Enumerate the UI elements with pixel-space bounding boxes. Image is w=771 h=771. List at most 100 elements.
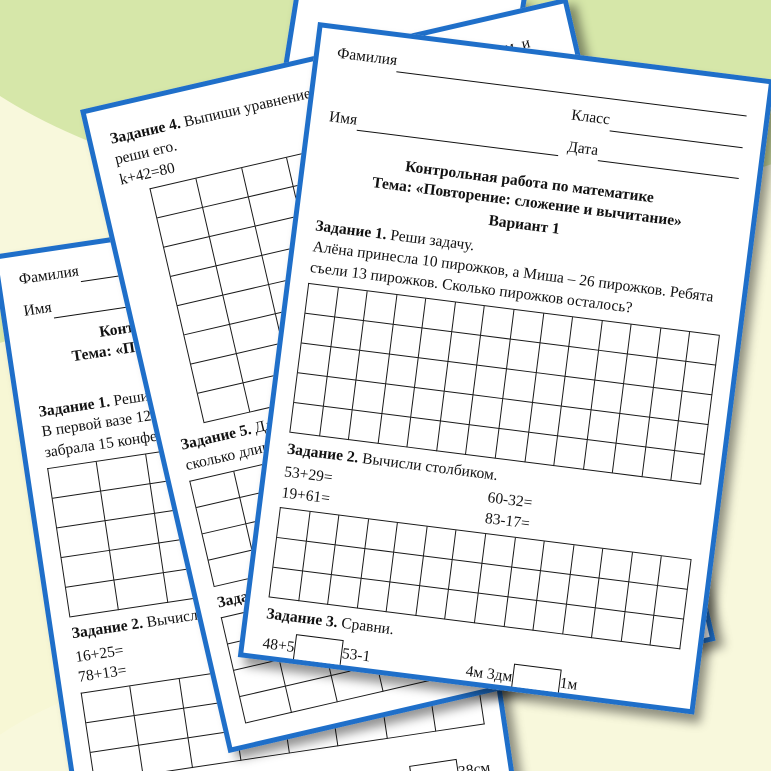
grid-cell[interactable] — [364, 291, 398, 325]
grid-cell[interactable] — [273, 538, 307, 572]
name-rule[interactable] — [356, 115, 561, 157]
grid-cell[interactable] — [591, 380, 625, 414]
grid-cell[interactable] — [503, 369, 537, 403]
grid-cell[interactable] — [269, 568, 303, 602]
grid-cell[interactable] — [390, 553, 424, 587]
grid-cell[interactable] — [625, 582, 659, 617]
grid-cell[interactable] — [594, 350, 629, 384]
grid-cell[interactable] — [330, 317, 365, 351]
grid-cell[interactable] — [558, 406, 592, 440]
grid-cell[interactable] — [540, 313, 574, 347]
grid-cell[interactable] — [349, 410, 383, 444]
grid-cell[interactable] — [657, 328, 691, 362]
grid-cell[interactable] — [327, 346, 361, 381]
grid-cell[interactable] — [319, 406, 353, 440]
grid-cell[interactable] — [65, 580, 120, 618]
grid-cell[interactable] — [478, 564, 512, 598]
grid-cell[interactable] — [276, 508, 311, 542]
grid-cell[interactable] — [294, 372, 328, 407]
grid-cell[interactable] — [360, 320, 394, 355]
grid-cell[interactable] — [323, 376, 357, 411]
grid-cell[interactable] — [653, 357, 687, 392]
grid-cell[interactable] — [686, 331, 720, 366]
grid-cell[interactable] — [561, 376, 595, 410]
grid-cell[interactable] — [389, 324, 423, 358]
grid-cell[interactable] — [536, 343, 570, 377]
grid-cell[interactable] — [334, 287, 368, 321]
grid-cell[interactable] — [554, 436, 588, 470]
grid-cell[interactable] — [474, 593, 508, 628]
grid-cell[interactable] — [621, 612, 655, 646]
grid-cell[interactable] — [385, 354, 419, 388]
compare-answer-box[interactable] — [510, 663, 562, 698]
grid-cell[interactable] — [620, 383, 654, 418]
grid-cell[interactable] — [306, 512, 340, 546]
grid-cell[interactable] — [587, 409, 621, 444]
grid-cell[interactable] — [629, 552, 663, 587]
grid-cell[interactable] — [382, 384, 416, 418]
grid-cell[interactable] — [356, 350, 390, 385]
grid-cell[interactable] — [595, 579, 630, 613]
grid-cell[interactable] — [675, 421, 709, 455]
grid-cell[interactable] — [481, 305, 515, 340]
grid-cell[interactable] — [452, 530, 487, 565]
grid-cell[interactable] — [541, 541, 575, 576]
grid-cell[interactable] — [499, 398, 533, 433]
grid-cell[interactable] — [470, 395, 504, 429]
grid-cell[interactable] — [507, 567, 542, 602]
grid-cell[interactable] — [418, 328, 453, 362]
grid-cell[interactable] — [646, 417, 680, 451]
grid-cell[interactable] — [628, 324, 662, 358]
grid-cell[interactable] — [592, 608, 626, 643]
grid-cell[interactable] — [386, 582, 420, 617]
grid-cell[interactable] — [394, 523, 428, 557]
grid-cell[interactable] — [449, 560, 483, 594]
grid-cell[interactable] — [654, 586, 688, 620]
grid-cell[interactable] — [361, 549, 395, 583]
grid-cell[interactable] — [482, 534, 516, 568]
grid-cell[interactable] — [679, 391, 713, 425]
class-rule[interactable] — [609, 115, 745, 148]
grid-cell[interactable] — [305, 283, 339, 318]
grid-cell[interactable] — [416, 586, 450, 621]
grid-cell[interactable] — [440, 391, 474, 425]
grid-cell[interactable] — [613, 443, 647, 477]
name-field[interactable]: Имя — [328, 107, 561, 157]
grid-cell[interactable] — [671, 450, 705, 485]
grid-cell[interactable] — [473, 365, 507, 399]
grid-cell[interactable] — [562, 605, 596, 639]
grid-cell[interactable] — [411, 387, 445, 422]
grid-cell[interactable] — [335, 515, 369, 550]
grid-cell[interactable] — [504, 597, 538, 632]
compare-answer-box[interactable] — [292, 634, 344, 668]
worksheet-sheet-variant-1[interactable]: Фамилия Имя Класс — [237, 22, 771, 715]
grid-cell[interactable] — [566, 575, 600, 609]
grid-cell[interactable] — [448, 331, 482, 366]
grid-cell[interactable] — [378, 413, 412, 448]
grid-cell[interactable] — [511, 538, 545, 572]
grid-cell[interactable] — [532, 372, 566, 407]
grid-cell[interactable] — [328, 575, 362, 609]
grid-cell[interactable] — [444, 361, 478, 396]
grid-cell[interactable] — [352, 380, 386, 414]
grid-cell[interactable] — [419, 556, 453, 591]
grid-cell[interactable] — [437, 421, 471, 455]
grid-cell[interactable] — [331, 545, 365, 580]
grid-cell[interactable] — [649, 387, 684, 422]
grid-cell[interactable] — [407, 417, 441, 451]
grid-cell[interactable] — [393, 294, 427, 329]
grid-cell[interactable] — [570, 545, 604, 580]
grid-cell[interactable] — [114, 573, 168, 610]
grid-cell[interactable] — [533, 601, 567, 635]
grid-cell[interactable] — [297, 343, 331, 377]
grid-cell[interactable] — [423, 527, 457, 561]
grid-cell[interactable] — [495, 428, 529, 463]
grid-cell[interactable] — [569, 316, 603, 351]
grid-cell[interactable] — [642, 447, 676, 481]
grid-cell[interactable] — [445, 590, 479, 624]
grid-cell[interactable] — [650, 616, 684, 650]
grid-cell[interactable] — [624, 354, 658, 388]
grid-cell[interactable] — [599, 549, 633, 583]
grid-cell[interactable] — [452, 302, 486, 336]
grid-cell[interactable] — [364, 519, 399, 554]
